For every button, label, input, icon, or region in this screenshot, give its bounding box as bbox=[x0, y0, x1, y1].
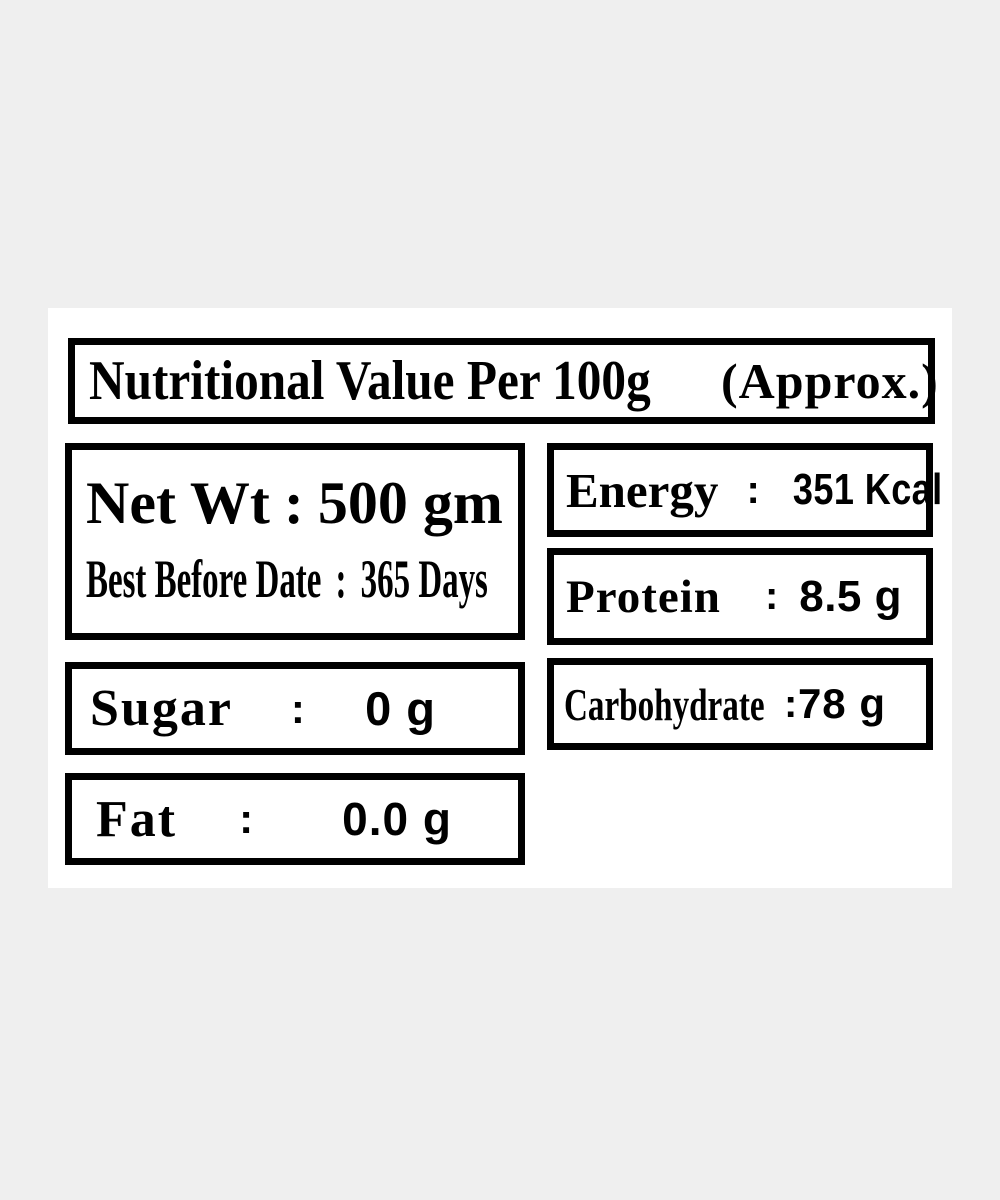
energy-label: Energy bbox=[566, 462, 719, 518]
best-before-label: Best Before Date bbox=[86, 549, 322, 609]
sugar-label: Sugar bbox=[90, 680, 233, 737]
energy-colon: : bbox=[746, 467, 760, 512]
net-weight-value: 500 gm bbox=[317, 470, 503, 536]
protein-colon: : bbox=[764, 574, 779, 618]
carbohydrate-value: 78 g bbox=[797, 680, 886, 727]
fat-colon: : bbox=[239, 795, 254, 842]
best-before-text: Best Before Date : 365 Days bbox=[86, 548, 488, 610]
best-before-row: Best Before Date : 365 Days bbox=[86, 544, 745, 614]
energy-box: Energy : 351 Kcal bbox=[547, 443, 942, 537]
energy-value: 351 Kcal bbox=[792, 465, 943, 514]
net-weight-row: Net Wt : 500 gm bbox=[86, 469, 503, 538]
sugar-colon: : bbox=[290, 684, 305, 732]
net-weight-colon: : bbox=[283, 470, 304, 536]
energy-value-wrap: 351 Kcal bbox=[760, 465, 943, 515]
header-suffix: (Approx.) bbox=[721, 353, 939, 409]
best-before-value: 365 Days bbox=[360, 549, 488, 609]
net-weight-label: Net Wt bbox=[86, 470, 270, 536]
best-before-colon: : bbox=[335, 549, 347, 609]
protein-value: 8.5 g bbox=[799, 571, 902, 621]
protein-box: Protein : 8.5 g bbox=[547, 548, 933, 645]
sugar-value: 0 g bbox=[365, 682, 436, 735]
fat-label: Fat bbox=[96, 790, 178, 848]
header-title-wrap: Nutritional Value Per 100g bbox=[89, 349, 709, 413]
header-box: Nutritional Value Per 100g (Approx.) bbox=[68, 338, 938, 424]
carbohydrate-colon: : bbox=[784, 681, 798, 726]
label-panel: Nutritional Value Per 100g (Approx.) Net… bbox=[48, 308, 952, 888]
fat-box: Fat : 0.0 g bbox=[65, 773, 525, 865]
sugar-box: Sugar : 0 g bbox=[65, 662, 525, 755]
carbohydrate-label: Carbohydrate bbox=[564, 678, 765, 730]
carbohydrate-box: Carbohydrate : 78 g bbox=[547, 658, 933, 750]
header-title: Nutritional Value Per 100g bbox=[89, 350, 651, 412]
protein-label: Protein bbox=[566, 570, 721, 623]
fat-value: 0.0 g bbox=[342, 793, 452, 845]
net-weight-box: Net Wt : 500 gm Best Before Date : 365 D… bbox=[65, 443, 525, 640]
carbohydrate-label-wrap: Carbohydrate bbox=[564, 678, 770, 731]
